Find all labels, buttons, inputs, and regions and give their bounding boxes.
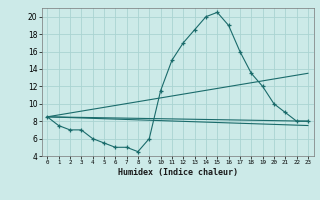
X-axis label: Humidex (Indice chaleur): Humidex (Indice chaleur)	[118, 168, 237, 177]
